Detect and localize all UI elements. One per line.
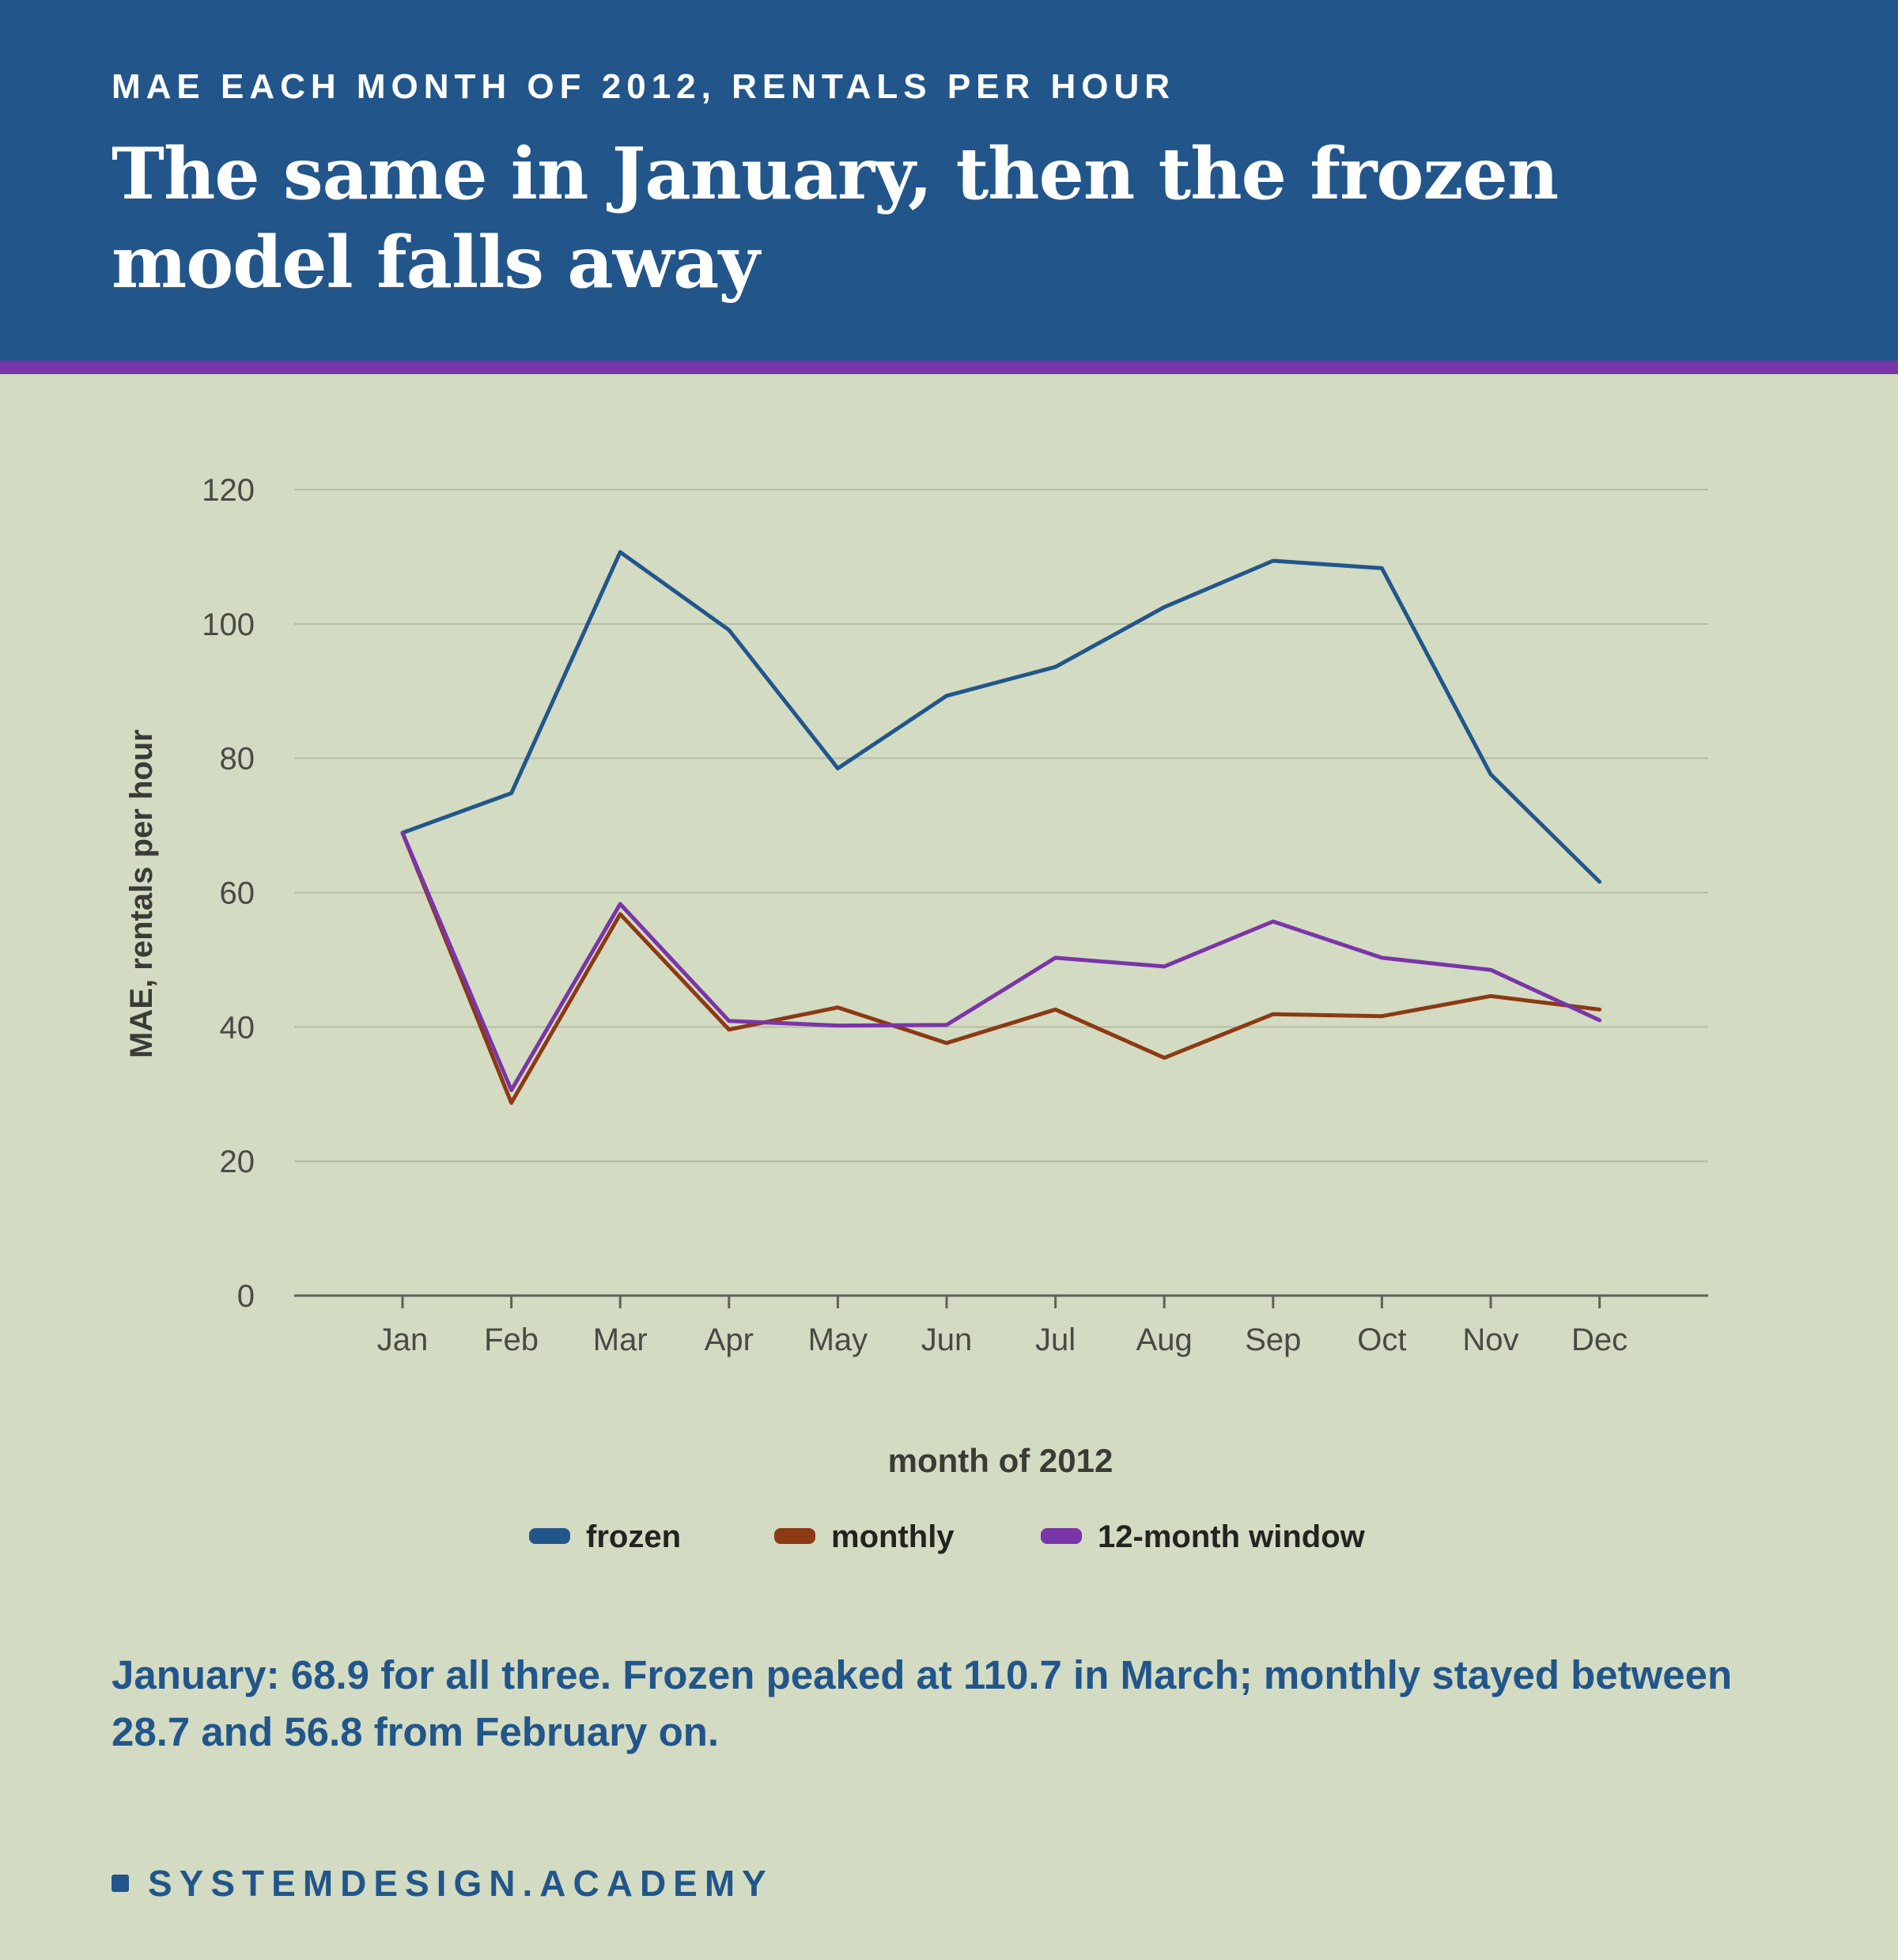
accent-divider — [0, 361, 1898, 374]
square-icon — [112, 1875, 129, 1892]
x-tick-label: Mar — [593, 1322, 648, 1357]
y-tick-label: 120 — [202, 473, 255, 508]
y-tick-label: 0 — [237, 1279, 255, 1314]
legend-item: monthly — [774, 1519, 955, 1554]
x-tick-label: Oct — [1357, 1322, 1406, 1357]
x-tick-label: Dec — [1571, 1322, 1628, 1357]
x-tick-label: Feb — [484, 1322, 539, 1357]
chart-title: The same in January, then the frozen mod… — [112, 132, 1559, 305]
legend-swatch — [774, 1528, 815, 1544]
series-lines — [400, 550, 1602, 1105]
brand-footer: SYSTEMDESIGN.ACADEMY — [112, 1860, 773, 1906]
y-tick-labels: 0 20 40 60 80 100 120 — [202, 473, 255, 1314]
legend-label: 12-month window — [1098, 1519, 1366, 1554]
x-tick-label: Jun — [921, 1322, 973, 1357]
chart-kicker: MAE EACH MONTH OF 2012, RENTALS PER HOUR — [112, 67, 1176, 106]
gridlines — [294, 489, 1708, 1163]
x-tick-label: Sep — [1245, 1322, 1301, 1357]
x-tick-label: Apr — [705, 1322, 754, 1357]
series-line-frozen — [400, 550, 1602, 884]
legend-item: frozen — [529, 1519, 681, 1554]
x-tick-label: Nov — [1462, 1322, 1518, 1357]
y-tick-label: 20 — [220, 1145, 255, 1179]
y-tick-label: 40 — [220, 1010, 255, 1045]
x-axis — [294, 1294, 1708, 1308]
legend-label: monthly — [831, 1519, 955, 1554]
legend-swatch — [529, 1528, 570, 1544]
x-tick-labels: Jan Feb Mar Apr May Jun Jul Aug Sep Oct Nov Dec — [377, 1322, 1628, 1357]
x-tick-label: Jul — [1035, 1322, 1076, 1357]
series-line-12-month-window — [400, 831, 1602, 1092]
header-band: MAE EACH MONTH OF 2012, RENTALS PER HOUR… — [0, 0, 1898, 361]
legend: frozen monthly 12-month window — [529, 1519, 1366, 1554]
y-tick-label: 60 — [220, 876, 255, 911]
x-axis-label: month of 2012 — [888, 1442, 1113, 1479]
x-tick-label: May — [808, 1322, 868, 1357]
x-tick-label: Jan — [377, 1322, 429, 1357]
legend-item: 12-month window — [1041, 1519, 1366, 1554]
y-axis-label: MAE, rentals per hour — [124, 729, 159, 1058]
y-tick-label: 100 — [202, 607, 255, 642]
y-tick-label: 80 — [220, 742, 255, 777]
legend-swatch — [1041, 1528, 1082, 1544]
x-tick-label: Aug — [1136, 1322, 1193, 1357]
takeaway-text: January: 68.9 for all three. Frozen peak… — [112, 1652, 1733, 1754]
brand-name: SYSTEMDESIGN.ACADEMY — [148, 1863, 773, 1904]
legend-label: frozen — [586, 1519, 681, 1554]
series-line-monthly — [400, 831, 1602, 1105]
